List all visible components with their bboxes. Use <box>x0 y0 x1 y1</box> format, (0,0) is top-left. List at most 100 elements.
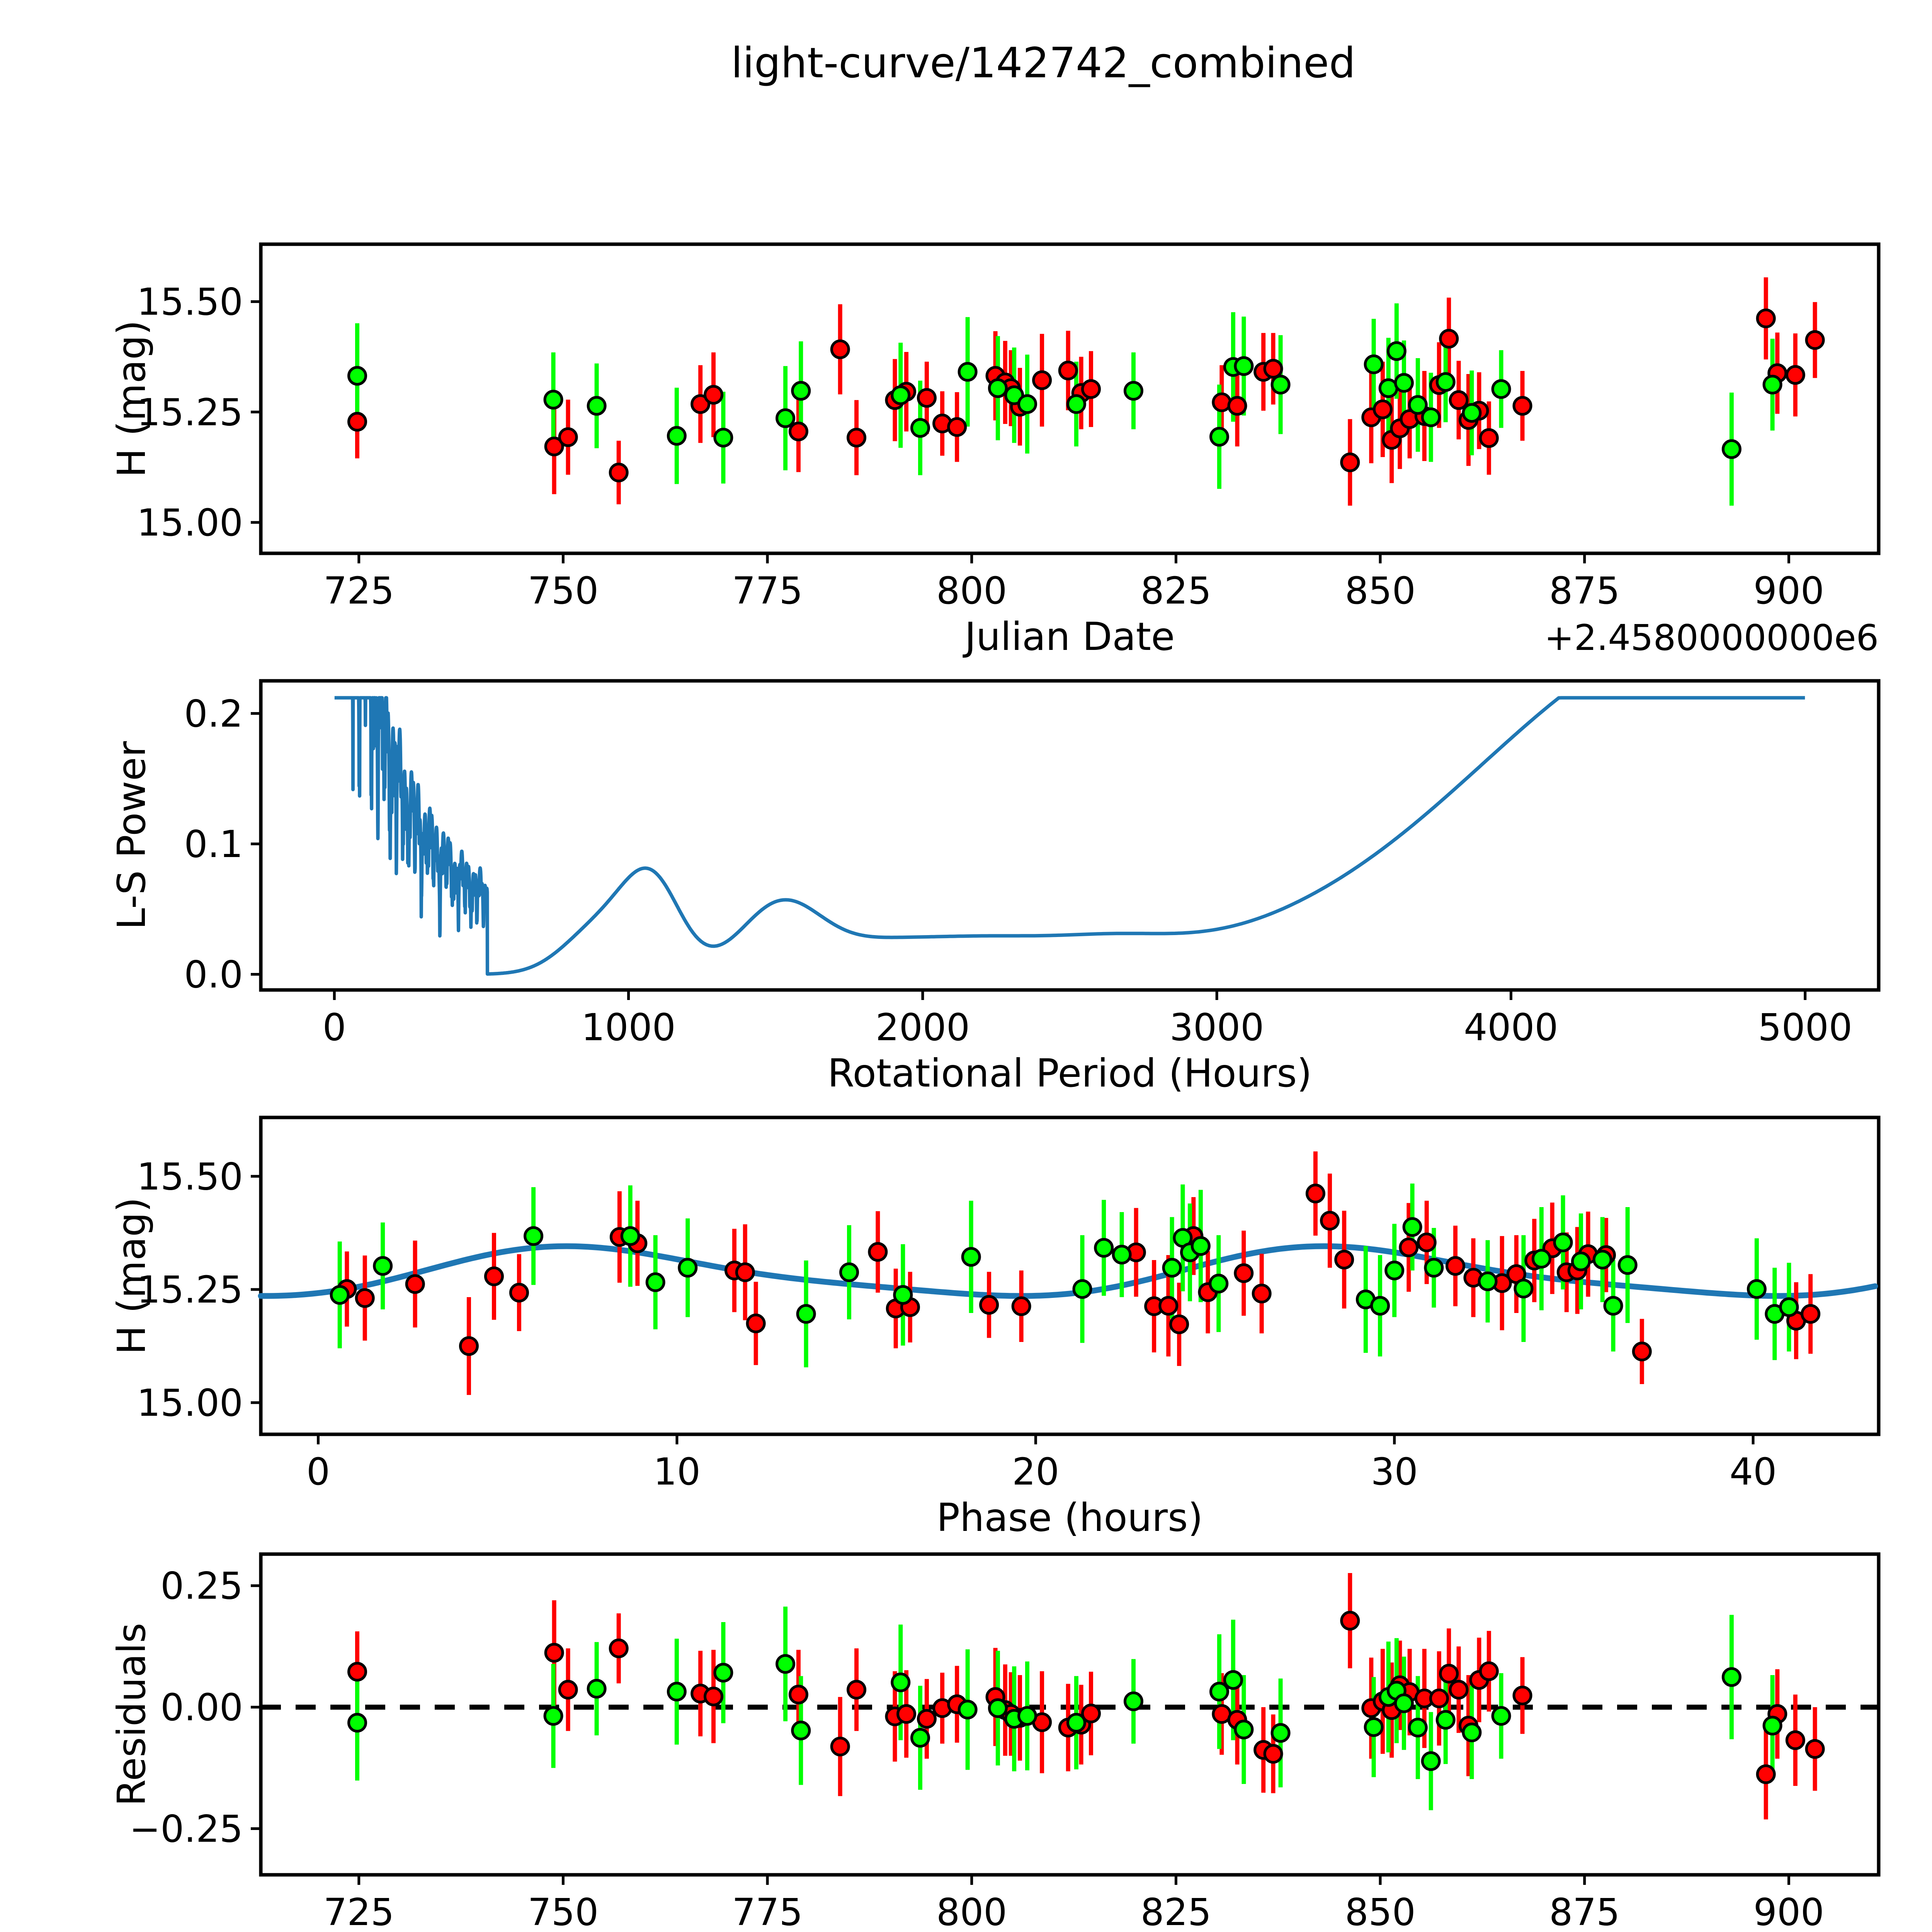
markers-red[interactable] <box>337 1184 1821 1362</box>
data-point[interactable] <box>791 1721 811 1740</box>
data-point[interactable] <box>1169 1314 1189 1334</box>
data-point[interactable] <box>1394 373 1414 393</box>
data-point[interactable] <box>645 1272 665 1292</box>
data-point[interactable] <box>1408 1718 1428 1738</box>
data-point[interactable] <box>1408 395 1428 415</box>
data-point[interactable] <box>1372 399 1393 419</box>
data-point[interactable] <box>1805 1739 1825 1759</box>
data-point[interactable] <box>1212 392 1232 412</box>
data-point[interactable] <box>1094 1238 1114 1258</box>
data-point[interactable] <box>1571 1252 1591 1272</box>
data-point[interactable] <box>1340 452 1360 473</box>
data-point[interactable] <box>1439 329 1459 349</box>
data-point[interactable] <box>609 1638 629 1658</box>
data-point[interactable] <box>1762 1716 1782 1736</box>
data-point[interactable] <box>1439 1663 1459 1684</box>
data-point[interactable] <box>509 1282 529 1303</box>
data-point[interactable] <box>1263 1744 1283 1764</box>
data-point[interactable] <box>1234 356 1254 376</box>
data-point[interactable] <box>1011 1296 1031 1316</box>
data-point[interactable] <box>1449 1680 1469 1700</box>
data-point[interactable] <box>776 1654 796 1674</box>
data-point[interactable] <box>1421 1751 1441 1771</box>
data-point[interactable] <box>1756 308 1776 328</box>
data-point[interactable] <box>1394 1693 1414 1713</box>
data-point[interactable] <box>690 394 711 414</box>
data-point[interactable] <box>1209 1682 1229 1702</box>
markers-green[interactable] <box>330 1217 1799 1324</box>
data-point[interactable] <box>609 463 629 483</box>
data-point[interactable] <box>704 385 724 405</box>
data-point[interactable] <box>1370 1296 1390 1316</box>
data-point[interactable] <box>1805 330 1825 350</box>
data-point[interactable] <box>1446 1256 1466 1276</box>
data-point[interactable] <box>917 1709 937 1729</box>
data-point[interactable] <box>1424 1258 1444 1278</box>
data-point[interactable] <box>459 1336 479 1356</box>
data-point[interactable] <box>1017 1706 1037 1726</box>
data-point[interactable] <box>1429 1689 1449 1708</box>
data-point[interactable] <box>347 1713 367 1733</box>
data-point[interactable] <box>543 1706 563 1726</box>
data-point[interactable] <box>1462 403 1482 423</box>
data-point[interactable] <box>1209 1274 1229 1294</box>
markers-green[interactable] <box>347 341 1782 459</box>
data-point[interactable] <box>1756 1764 1776 1784</box>
data-point[interactable] <box>558 1680 578 1700</box>
data-point[interactable] <box>558 427 578 447</box>
data-point[interactable] <box>1032 370 1052 390</box>
data-point[interactable] <box>1190 1236 1211 1256</box>
data-point[interactable] <box>620 1226 640 1246</box>
data-point[interactable] <box>373 1256 393 1276</box>
data-point[interactable] <box>1384 1260 1405 1281</box>
data-point[interactable] <box>893 1285 913 1305</box>
data-point[interactable] <box>957 1699 978 1719</box>
data-point[interactable] <box>1462 1723 1482 1743</box>
data-point[interactable] <box>891 1672 911 1692</box>
data-point[interactable] <box>746 1313 766 1333</box>
data-point[interactable] <box>347 412 367 432</box>
data-point[interactable] <box>1512 1685 1532 1706</box>
data-point[interactable] <box>1399 1237 1419 1257</box>
data-point[interactable] <box>1417 1232 1437 1252</box>
data-point[interactable] <box>910 1728 930 1748</box>
data-point[interactable] <box>1553 1232 1573 1252</box>
data-point[interactable] <box>1252 1284 1272 1304</box>
data-point[interactable] <box>791 381 811 401</box>
data-point[interactable] <box>1478 1271 1498 1291</box>
data-point[interactable] <box>1762 374 1782 395</box>
data-point[interactable] <box>544 436 564 456</box>
data-point[interactable] <box>1721 439 1742 459</box>
data-point[interactable] <box>587 1679 607 1699</box>
data-point[interactable] <box>347 366 367 386</box>
data-point[interactable] <box>1158 1296 1179 1316</box>
data-point[interactable] <box>713 1663 733 1683</box>
data-point[interactable] <box>830 339 850 359</box>
data-point[interactable] <box>776 408 796 428</box>
data-point[interactable] <box>1801 1304 1821 1324</box>
data-point[interactable] <box>847 428 867 448</box>
data-point[interactable] <box>1491 1706 1511 1726</box>
data-point[interactable] <box>1747 1279 1767 1299</box>
data-point[interactable] <box>1017 394 1037 414</box>
data-point[interactable] <box>544 1643 564 1663</box>
data-point[interactable] <box>1123 381 1143 401</box>
data-point[interactable] <box>957 362 978 382</box>
data-point[interactable] <box>1263 359 1283 379</box>
data-point[interactable] <box>988 1698 1008 1718</box>
data-point[interactable] <box>704 1686 724 1706</box>
data-point[interactable] <box>1632 1342 1652 1362</box>
data-point[interactable] <box>839 1262 859 1282</box>
data-point[interactable] <box>1305 1184 1325 1204</box>
data-point[interactable] <box>678 1258 698 1278</box>
data-point[interactable] <box>1449 390 1469 410</box>
data-point[interactable] <box>910 418 930 438</box>
data-point[interactable] <box>1785 1730 1805 1750</box>
data-point[interactable] <box>1364 1717 1384 1737</box>
data-point[interactable] <box>1364 354 1384 374</box>
data-point[interactable] <box>1435 1710 1456 1730</box>
data-point[interactable] <box>1603 1296 1623 1316</box>
data-point[interactable] <box>1386 341 1406 361</box>
data-point[interactable] <box>1162 1258 1182 1278</box>
data-point[interactable] <box>896 1704 917 1724</box>
